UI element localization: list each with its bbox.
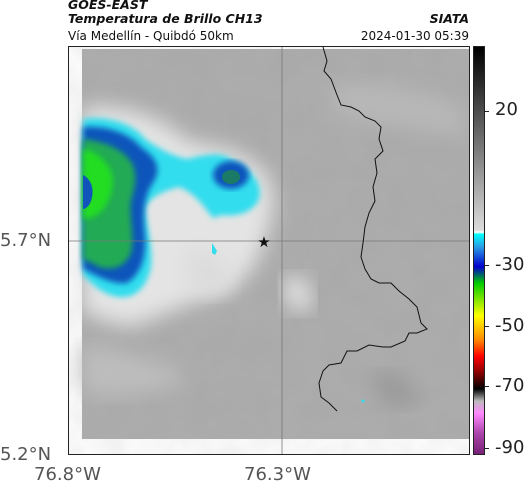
lon-label-76-8: 76.8°W	[34, 464, 101, 485]
timestamp-label: 2024-01-30 05:39	[360, 29, 469, 43]
colorbar-label: -50	[495, 315, 525, 336]
colorbar-tick	[484, 386, 489, 387]
colorbar-tick	[484, 111, 489, 112]
cloud-cluster	[83, 118, 260, 298]
lon-label-76-3: 76.3°W	[244, 464, 311, 485]
colorbar-gradient	[474, 47, 484, 454]
map-canvas: ★	[69, 47, 469, 454]
colorbar-label: -90	[495, 437, 525, 458]
satellite-map[interactable]: ★	[68, 46, 470, 455]
product-title: Temperatura de Brillo CH13	[68, 11, 263, 26]
colorbar-tick	[484, 265, 489, 266]
location-star-icon: ★	[257, 233, 270, 251]
satellite-name: GOES-EAST	[68, 0, 148, 12]
colorbar	[473, 46, 485, 455]
colorbar-label: -70	[495, 375, 525, 396]
organization-label: SIATA	[429, 11, 469, 26]
small-cloud-dot	[361, 399, 365, 403]
colorbar-label: -30	[495, 254, 525, 275]
lat-label-5-2: 5.2°N	[0, 444, 52, 465]
department-border	[318, 47, 428, 412]
colorbar-label: 20	[495, 99, 518, 120]
route-subtitle: Vía Medellín - Quibdó 50km	[68, 29, 234, 43]
colorbar-tick	[484, 326, 489, 327]
colorbar-tick	[484, 448, 489, 449]
lat-label-5-7: 5.7°N	[0, 230, 52, 251]
